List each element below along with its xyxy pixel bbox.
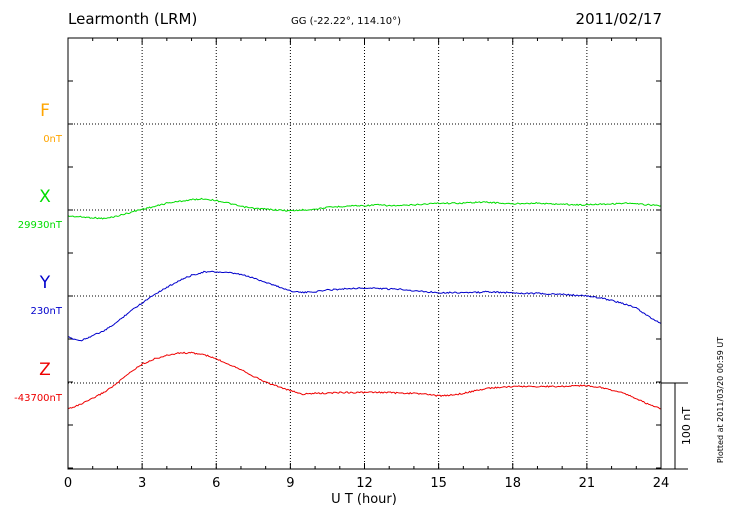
x-tick-labels: 0 3 6 9 12 15 18 21 24 (64, 476, 669, 491)
x-tick-label-9: 9 (286, 476, 294, 491)
station-coordinates: GG (-22.22°, 114.10°) (291, 16, 402, 27)
scale-bar: 100 nT (661, 382, 693, 470)
x-tick-label-12: 12 (356, 476, 373, 491)
plot-date: 2011/02/17 (575, 10, 662, 28)
scale-bar-label: 100 nT (680, 407, 693, 445)
x-tick-label-15: 15 (430, 476, 447, 491)
x-axis-label: U T (hour) (331, 492, 397, 507)
channel-x-name: X (39, 187, 51, 207)
x-tick-label-6: 6 (212, 476, 220, 491)
channel-z-baseline: -43700nT (14, 393, 63, 404)
series-x-line (67, 197, 662, 220)
channel-x-baseline: 29930nT (18, 220, 63, 231)
channel-z-name: Z (39, 360, 51, 380)
series-lines (67, 197, 662, 410)
plotted-note: Plotted at 2011/03/20 00:59 UT (716, 337, 725, 463)
series-z-line (67, 351, 661, 410)
channel-y-baseline: 230nT (30, 306, 62, 317)
x-tick-label-21: 21 (579, 476, 596, 491)
plot-frame (67, 37, 662, 470)
x-tick-label-18: 18 (504, 476, 521, 491)
x-tick-label-3: 3 (138, 476, 146, 491)
channel-labels: F 0nT X 29930nT Y 230nT Z -43700nT (14, 101, 63, 404)
channel-y-name: Y (39, 273, 51, 293)
grid (68, 38, 661, 469)
channel-f-baseline: 0nT (43, 134, 63, 145)
x-tick-label-0: 0 (64, 476, 72, 491)
channel-f-name: F (40, 101, 50, 121)
x-tick-label-24: 24 (653, 476, 670, 491)
station-title: Learmonth (LRM) (68, 10, 198, 28)
series-y-line (67, 270, 662, 342)
